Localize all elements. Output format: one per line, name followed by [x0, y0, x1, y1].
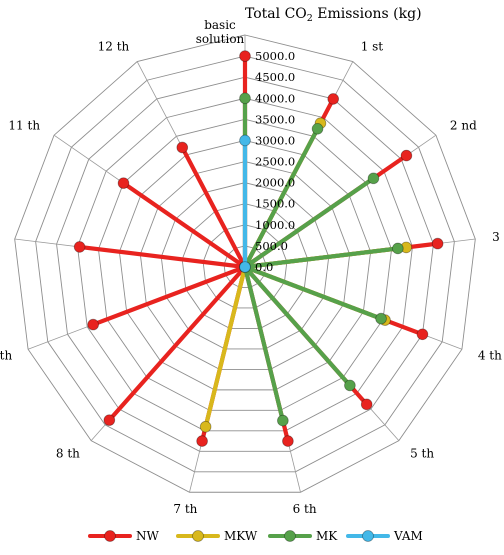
- radial-tick-label: 3000.0: [255, 133, 295, 147]
- series-spoke: [242, 176, 376, 270]
- category-label: 3 rd: [492, 230, 504, 244]
- category-label: 1 st: [361, 40, 384, 54]
- data-point: [375, 312, 387, 325]
- data-point: [239, 134, 251, 147]
- radial-tick-label: 2500.0: [255, 155, 295, 169]
- data-point: [87, 318, 99, 331]
- category-label: 5 th: [410, 446, 434, 460]
- grid-ring: [77, 97, 413, 432]
- category-label: 11 th: [8, 119, 40, 133]
- category-label: 12 th: [98, 40, 130, 54]
- data-point: [360, 398, 373, 411]
- series-spoke: [77, 244, 248, 270]
- data-point: [239, 50, 251, 62]
- category-label: basic solution: [196, 18, 245, 46]
- category-label: 6 th: [293, 502, 317, 516]
- data-point: [400, 149, 413, 162]
- radial-tick-label: 5000.0: [255, 49, 295, 63]
- radial-tick-label: 3500.0: [255, 112, 295, 126]
- data-point: [416, 328, 429, 341]
- legend-swatch-marker: [192, 530, 204, 542]
- radial-tick-label: 2000.0: [255, 176, 295, 190]
- data-point: [327, 93, 340, 105]
- legend-item-mkw: MKW: [176, 529, 258, 543]
- data-point: [103, 414, 116, 426]
- category-label: 7 th: [173, 502, 197, 516]
- data-point: [367, 172, 380, 185]
- legend-item-mk: MK: [268, 529, 338, 543]
- data-point: [392, 242, 404, 255]
- series-spoke: [91, 264, 248, 327]
- legend-item-nw: NW: [88, 529, 160, 543]
- radial-tick-label: 500.0: [255, 239, 288, 253]
- radial-tick-label: 4500.0: [255, 70, 295, 84]
- legend-swatch-marker: [104, 530, 116, 542]
- legend-label: MKW: [224, 529, 258, 543]
- radial-tick-labels: 0.0 500.0 1000.0 1500.0 2000.0 2500.0 3000.0 35…: [255, 49, 295, 274]
- data-point: [73, 241, 86, 253]
- category-label: 4 th: [478, 348, 502, 362]
- data-point: [282, 435, 294, 447]
- grid-ring: [56, 76, 434, 452]
- data-point: [431, 237, 444, 250]
- grid-ring: [181, 203, 309, 329]
- series-spoke: [242, 264, 285, 423]
- data-point: [277, 414, 289, 427]
- series-spoke: [107, 264, 248, 423]
- series-spoke: [203, 264, 248, 429]
- grid-ring: [97, 118, 393, 411]
- series-spoke: [180, 145, 248, 270]
- legend-swatch-marker: [362, 530, 374, 542]
- legend-label: VAM: [393, 529, 423, 543]
- radial-tick-label: 1500.0: [255, 197, 295, 211]
- series-vam: [239, 134, 251, 273]
- data-point: [311, 123, 324, 135]
- category-label: 2 nd: [450, 119, 477, 133]
- data-point: [176, 141, 189, 154]
- series-spoke: [242, 246, 400, 270]
- grid-ring: [118, 139, 372, 391]
- category-label: 8 th: [56, 446, 80, 460]
- legend-item-vam: VAM: [346, 529, 423, 543]
- legend: NW MKW MK VAM: [88, 529, 423, 543]
- legend-swatch-marker: [284, 530, 296, 542]
- grid-ring: [160, 182, 330, 350]
- category-label: 9 th: [0, 348, 12, 362]
- series-spoke: [242, 264, 352, 388]
- radial-tick-label: 4000.0: [255, 91, 295, 105]
- data-point: [196, 435, 208, 447]
- grid-ring: [35, 55, 455, 473]
- chart-title: Total CO2 Emissions (kg): [245, 6, 422, 24]
- data-point: [117, 177, 130, 189]
- data-point: [199, 420, 212, 433]
- legend-label: NW: [136, 529, 160, 543]
- data-point: [344, 379, 356, 392]
- grid-ring: [139, 161, 351, 370]
- legend-label: MK: [316, 529, 338, 543]
- radial-tick-label: 0.0: [255, 260, 273, 274]
- center-point: [239, 261, 251, 273]
- series-spoke: [242, 264, 384, 321]
- data-point: [239, 92, 251, 105]
- series-spoke: [121, 181, 248, 270]
- grid-ring: [202, 224, 288, 309]
- series-layer: [73, 50, 444, 447]
- series-spoke: [242, 126, 320, 270]
- grid-ring: [14, 34, 476, 493]
- radial-tick-label: 1000.0: [255, 218, 295, 232]
